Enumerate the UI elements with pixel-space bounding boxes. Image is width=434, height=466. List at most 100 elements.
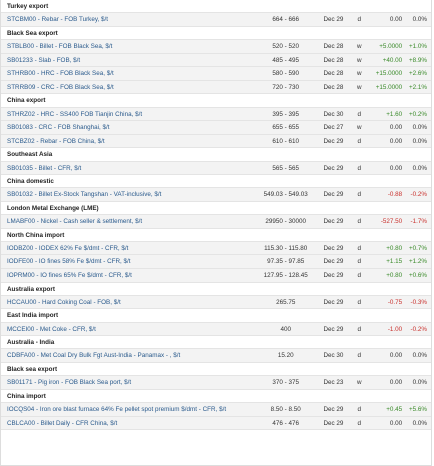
price: 580 - 590 — [272, 70, 300, 78]
price-row: SB01083 - CRC - FOB Shanghai, $/t 655 - 6… — [1, 121, 431, 135]
group-header: East India import — [1, 309, 431, 323]
price: 565 - 565 — [272, 164, 300, 172]
change-percent: 0.0% — [412, 379, 427, 387]
date: Dec 29 — [323, 405, 344, 413]
assessment-name[interactable]: MCCEI00 - Met Coke - CFR, $/t — [7, 325, 96, 333]
price: 400 — [280, 325, 291, 333]
assessment-name[interactable]: CDBFA00 - Met Coal Dry Bulk Fgt Aust-Ind… — [7, 352, 181, 360]
frequency: w — [356, 56, 362, 64]
change-percent: 0.0% — [412, 352, 427, 360]
price-row: CDBFA00 - Met Coal Dry Bulk Fgt Aust-Ind… — [1, 349, 431, 363]
price-row: STCBZ02 - Rebar - FOB China, $/t 610 - 61… — [1, 134, 431, 149]
assessment-name[interactable]: IOPRM00 - IO fines 65% Fe $/dmt - CFR, $… — [7, 272, 132, 280]
date: Dec 29 — [323, 16, 344, 24]
change: 0.00 — [389, 137, 403, 145]
change: +0.80 — [386, 244, 403, 252]
price: 476 - 476 — [272, 419, 300, 427]
change-percent: 0.0% — [412, 419, 427, 427]
price-row: STBLB00 - Billet - FOB Black Sea, $/t 520… — [1, 39, 431, 54]
price-row: IODFE00 - IO fines 58% Fe $/dmt - CFR, $… — [1, 255, 431, 270]
price: 549.03 - 549.03 — [263, 191, 308, 199]
group-header: London Metal Exchange (LME) — [1, 201, 431, 216]
change-percent: +8.9% — [408, 56, 427, 64]
frequency: d — [357, 137, 361, 145]
price: 8.50 - 8.50 — [270, 405, 301, 413]
assessment-name[interactable]: IODBZ00 - IODEX 62% Fe $/dmt - CFR, $/t — [7, 244, 129, 252]
change-percent: -0.2% — [410, 191, 427, 199]
assessment-name[interactable]: SB01035 - Billet - CFR, $/t — [7, 164, 82, 172]
change-percent: -0.3% — [410, 298, 427, 306]
change: -527.50 — [380, 218, 403, 226]
date: Dec 28 — [323, 56, 344, 64]
frequency: w — [356, 83, 362, 91]
price-row: STHRZ02 - HRC - SS400 FOB Tianjin China,… — [1, 107, 431, 122]
price: 395 - 395 — [272, 110, 300, 118]
assessment-name[interactable]: SB01032 - Billet Ex-Stock Tangshan - VAT… — [7, 191, 162, 199]
date: Dec 29 — [323, 164, 344, 172]
frequency: d — [357, 419, 361, 427]
change: -1.00 — [387, 325, 403, 333]
assessment-name[interactable]: SB01233 - Slab - FOB, $/t — [7, 56, 81, 64]
assessment-name[interactable]: HCCAU00 - Hard Coking Coal - FOB, $/t — [7, 298, 121, 306]
change: +1.15 — [386, 258, 403, 266]
frequency: d — [357, 191, 361, 199]
price-row: MCCEI00 - Met Coke - CFR, $/t 400 Dec 29 d -… — [1, 322, 431, 337]
price-row: STHRB00 - HRC - FOB Black Sea, $/t 580 - … — [1, 67, 431, 81]
price: 655 - 655 — [272, 124, 300, 132]
date: Dec 29 — [323, 258, 344, 266]
assessment-name[interactable]: CBLCA00 - Billet Daily - CFR China, $/t — [7, 419, 118, 427]
assessment-name[interactable]: STBLB00 - Billet - FOB Black Sea, $/t — [7, 42, 113, 50]
assessment-name[interactable]: STCBZ02 - Rebar - FOB China, $/t — [7, 137, 105, 145]
date: Dec 29 — [323, 298, 344, 306]
frequency: d — [357, 272, 361, 280]
change: +0.80 — [386, 272, 403, 280]
frequency: w — [356, 124, 362, 132]
frequency: d — [357, 218, 361, 226]
price: 485 - 495 — [272, 56, 300, 64]
assessment-name[interactable]: STCBM00 - Rebar - FOB Turkey, $/t — [7, 16, 109, 24]
date: Dec 29 — [323, 419, 344, 427]
frequency: d — [357, 258, 361, 266]
price: 265.75 — [276, 298, 296, 306]
date: Dec 29 — [323, 244, 344, 252]
change-percent: 0.0% — [412, 16, 427, 24]
price-row: IOCQS04 - Iron ore blast furnace 64% Fe … — [1, 402, 431, 417]
assessment-name[interactable]: SB01083 - CRC - FOB Shanghai, $/t — [7, 124, 110, 132]
price: 720 - 730 — [272, 83, 300, 91]
date: Dec 29 — [323, 272, 344, 280]
assessment-name[interactable]: STRRB09 - CRC - FOB Black Sea, $/t — [7, 83, 114, 91]
assessment-name[interactable]: IOCQS04 - Iron ore blast furnace 64% Fe … — [7, 405, 227, 413]
date: Dec 23 — [323, 379, 344, 387]
change: -0.88 — [387, 191, 403, 199]
group-header: Black sea export — [1, 362, 431, 377]
assessment-name[interactable]: SB01171 - Pig iron - FOB Black Sea port,… — [7, 379, 132, 387]
price-row: STRRB09 - CRC - FOB Black Sea, $/t 720 - … — [1, 80, 431, 95]
date: Dec 30 — [323, 352, 344, 360]
price-row: LMABF00 - Nickel - Cash seller & settlem… — [1, 215, 431, 229]
change-percent: 0.0% — [412, 137, 427, 145]
group-header: China domestic — [1, 175, 431, 189]
group-header: Southeast Asia — [1, 148, 431, 162]
price-row: HCCAU00 - Hard Coking Coal - FOB, $/t 265… — [1, 295, 431, 310]
change-percent: +0.2% — [408, 110, 427, 118]
frequency: d — [357, 298, 361, 306]
change: +1.60 — [386, 110, 403, 118]
assessment-name[interactable]: LMABF00 - Nickel - Cash seller & settlem… — [7, 218, 143, 226]
group-header: China export — [1, 94, 431, 108]
group-header: China import — [1, 389, 431, 403]
group-header: North China import — [1, 228, 431, 242]
change: 0.00 — [389, 352, 403, 360]
group-header: Black Sea export — [1, 26, 431, 40]
change-percent: -1.7% — [410, 218, 427, 226]
price: 370 - 375 — [272, 379, 300, 387]
change-percent: +2.6% — [408, 70, 427, 78]
price: 127.95 - 128.45 — [263, 272, 308, 280]
date: Dec 29 — [323, 325, 344, 333]
change-percent: +2.1% — [408, 83, 427, 91]
assessment-name[interactable]: STHRB00 - HRC - FOB Black Sea, $/t — [7, 70, 114, 78]
change: 0.00 — [389, 16, 403, 24]
assessment-name[interactable]: IODFE00 - IO fines 58% Fe $/dmt - CFR, $… — [7, 258, 131, 266]
frequency: d — [357, 16, 361, 24]
assessment-name[interactable]: STHRZ02 - HRC - SS400 FOB Tianjin China,… — [7, 110, 143, 118]
price: 115.30 - 115.80 — [264, 244, 308, 252]
